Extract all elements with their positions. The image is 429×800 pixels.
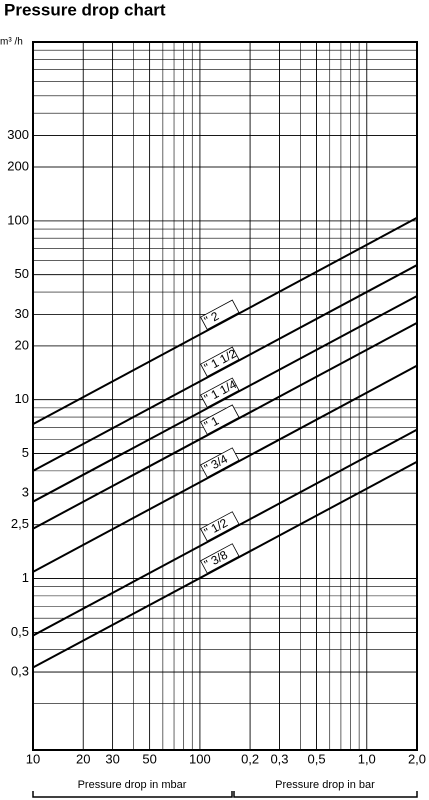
plot-frame	[32, 41, 418, 751]
series-line	[32, 460, 418, 669]
series-line	[32, 428, 418, 637]
series-label: " 1	[200, 404, 240, 435]
series-label-box	[200, 404, 240, 435]
x-tick-label: 30	[105, 751, 119, 766]
series-label-box	[200, 511, 240, 542]
chart-title: Pressure drop chart	[4, 0, 166, 19]
x-label-bar: Pressure drop in bar	[275, 779, 375, 791]
x-tick-label: 0,3	[270, 751, 288, 766]
y-tick-label: 0,3	[11, 664, 29, 679]
x-tick-label: 50	[142, 751, 156, 766]
y-tick-label: 30	[15, 306, 29, 321]
x-tick-label: 0,2	[241, 751, 259, 766]
series-label: " 1 1/2	[200, 346, 240, 377]
series-label: " 1 1/4	[200, 377, 240, 408]
y-tick-label: 20	[15, 337, 29, 352]
series-label-box	[200, 299, 240, 331]
series-label-box	[200, 543, 240, 574]
series-label-box	[200, 447, 240, 478]
x-tick-label: 1,0	[358, 751, 376, 766]
bracket-mbar	[32, 791, 233, 798]
series-label-text: " 1	[202, 413, 221, 432]
x-brackets	[32, 791, 418, 798]
series-line	[32, 216, 418, 426]
x-tick-label: 2,0	[408, 751, 426, 766]
series-label-box	[200, 346, 240, 377]
y-tick-label: 200	[7, 158, 29, 173]
bracket-bar	[233, 791, 418, 798]
x-tick-label: 0,5	[307, 751, 325, 766]
series-line	[32, 321, 418, 530]
x-tick-label: 10	[26, 751, 40, 766]
y-tick-label: 300	[7, 127, 29, 142]
series-label-box	[200, 377, 240, 408]
y-unit: m³ /h	[0, 37, 23, 48]
series-line	[32, 295, 418, 503]
y-tick-label: 10	[15, 391, 29, 406]
x-tick-label: 20	[76, 751, 90, 766]
series-line	[32, 264, 418, 472]
y-tick-label: 1	[22, 570, 29, 585]
series-line	[32, 364, 418, 573]
series-label-text: " 2	[202, 309, 221, 328]
y-tick-label: 0,5	[11, 624, 29, 639]
y-tick-label: 50	[15, 266, 29, 281]
x-tick-label: 100	[189, 751, 211, 766]
x-label-mbar: Pressure drop in mbar	[78, 779, 187, 791]
y-tick-label: 100	[7, 212, 29, 227]
y-tick-label: 3	[22, 485, 29, 500]
series-label: " 2	[200, 299, 240, 331]
y-tick-label: 2,5	[11, 516, 29, 531]
y-tick-label: 5	[22, 445, 29, 460]
